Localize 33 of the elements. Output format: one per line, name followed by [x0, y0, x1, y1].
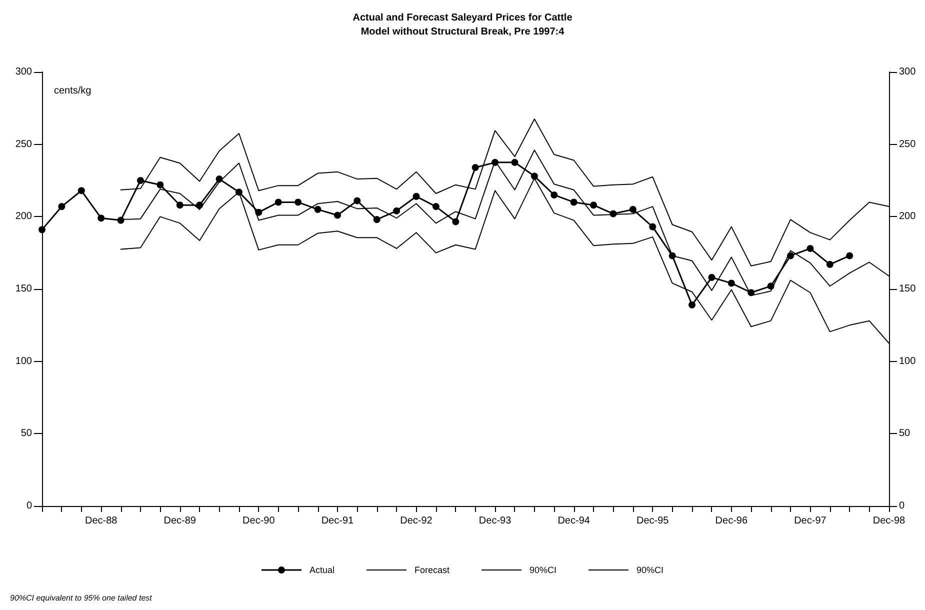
legend-label: Forecast [414, 565, 450, 575]
x-tick-label: Dec-88 [84, 516, 118, 526]
y-tick-label: 300 [15, 66, 32, 78]
y2-tick-label: 200 [899, 211, 916, 222]
chart-title: Actual and Forecast Saleyard Prices for Cattle [352, 12, 573, 24]
x-tick-label: Dec-97 [794, 516, 827, 526]
x-tick-label: Dec-96 [715, 516, 748, 526]
y2-tick-label: 100 [899, 356, 916, 367]
x-tick-label: Dec-98 [872, 516, 906, 526]
y-tick-label: 50 [20, 428, 32, 440]
x-tick-label: Dec-95 [636, 516, 670, 526]
legend-label: Actual [309, 565, 334, 575]
y2-tick-label: 250 [899, 138, 916, 150]
y2-tick-label: 0 [899, 500, 905, 512]
x-tick-label: Dec-94 [558, 516, 590, 526]
y2-tick-label: 300 [899, 66, 916, 78]
x-tick-label: Dec-91 [321, 516, 354, 526]
y-tick-label: 0 [26, 500, 32, 512]
y-tick-label: 100 [15, 356, 32, 367]
x-tick-label: Dec-92 [400, 516, 433, 526]
text: 90%CI equivalent to 95% one tailed test [10, 594, 153, 602]
x-tick-label: Dec-89 [164, 516, 196, 526]
x-tick-label: Dec-93 [478, 516, 512, 526]
chart-subtitle: Model without Structural Break, Pre 1997:4 [360, 26, 565, 38]
y-tick-label: 200 [15, 211, 32, 222]
legend-label: 90%CI [636, 565, 664, 575]
y2-tick-label: 50 [899, 428, 911, 440]
y2-tick-label: 150 [899, 284, 916, 294]
x-tick-label: Dec-90 [242, 516, 276, 526]
y-tick-label: 150 [15, 284, 32, 294]
y-axis-title: cents/kg [54, 86, 92, 96]
y-tick-label: 250 [15, 138, 32, 150]
legend-label: 90%CI [530, 565, 557, 575]
